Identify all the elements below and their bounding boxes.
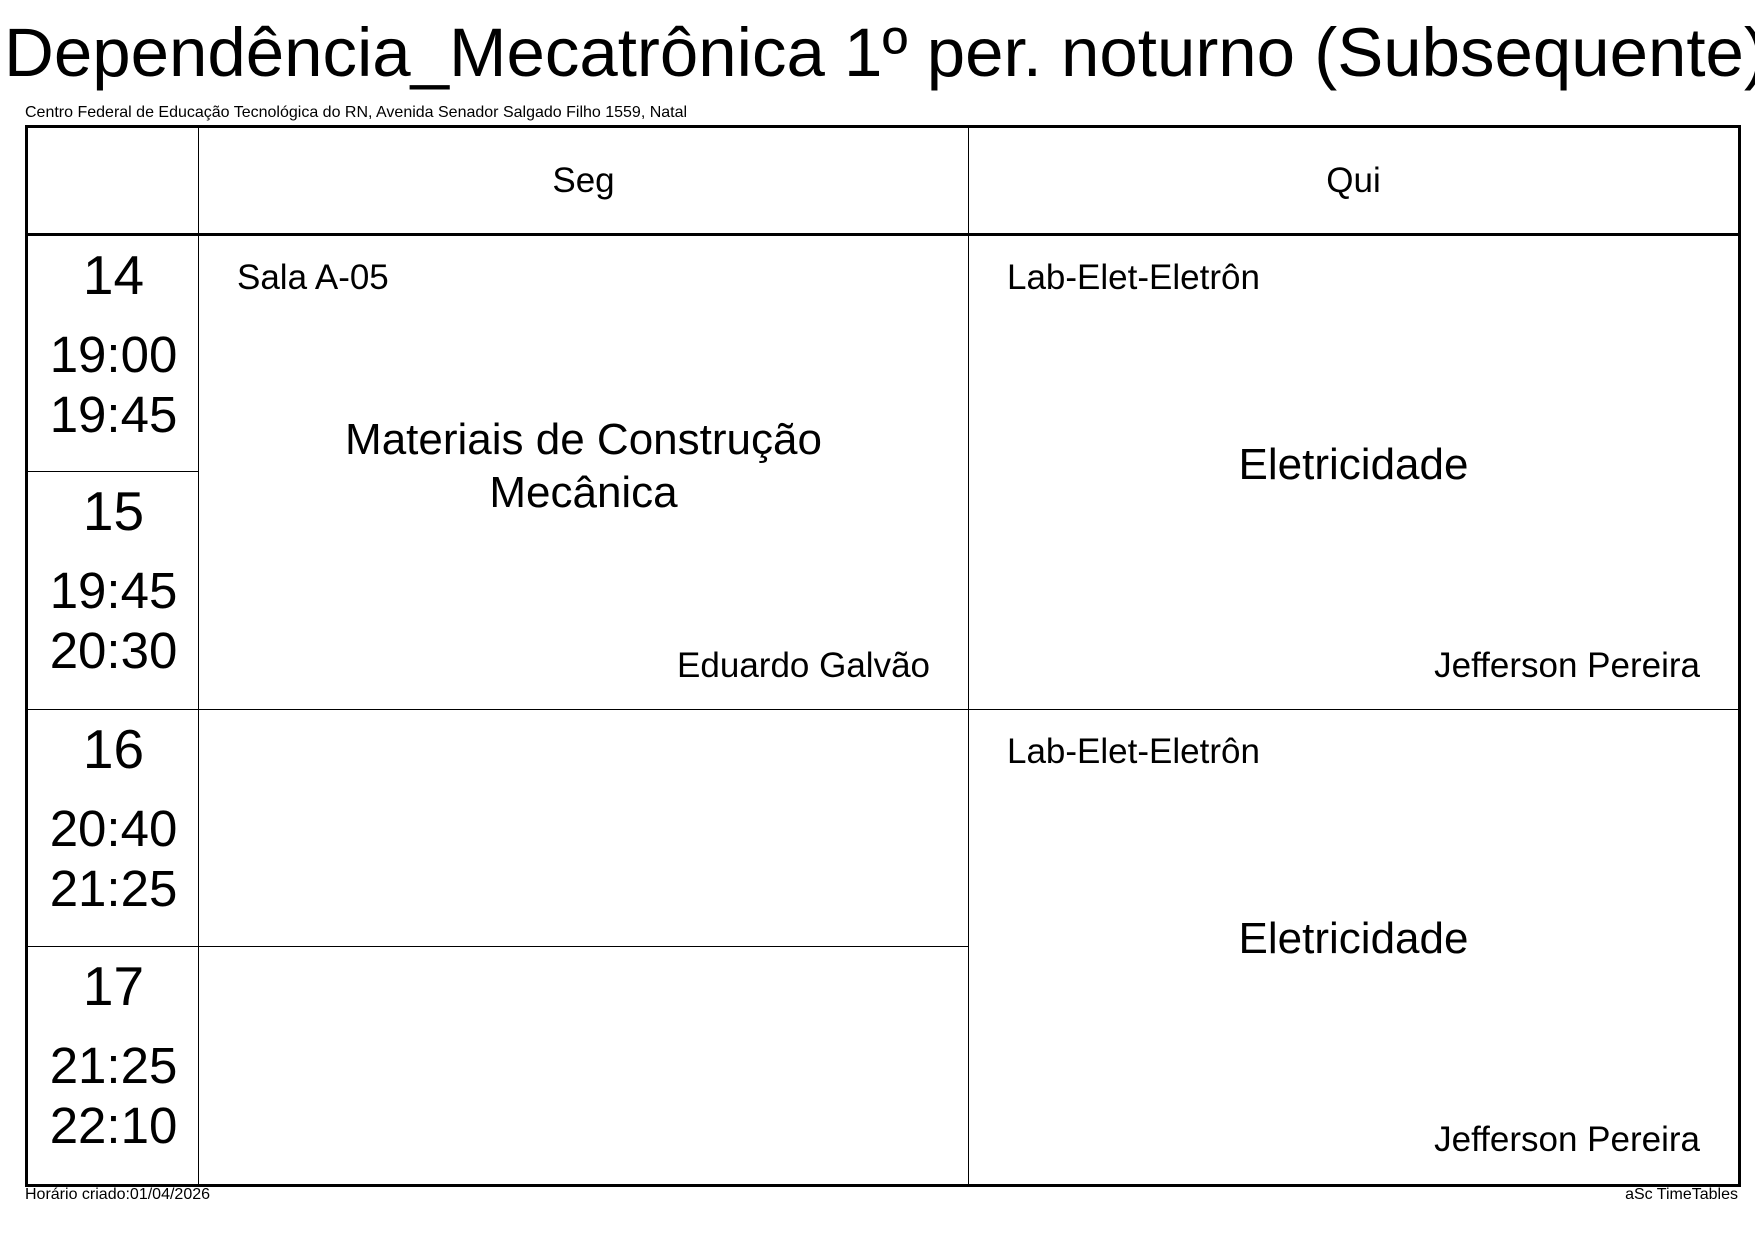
lesson-subject-line: Materiais de Construção [345,415,822,464]
lesson-room: Sala A-05 [237,258,389,297]
period-number: 14 [82,244,145,306]
period-17: 17 21:25 22:10 [28,947,199,1156]
period-number: 16 [82,718,145,780]
time-column-divider [198,128,199,1184]
row-divider [28,709,1738,710]
period-15: 15 19:45 20:30 [28,472,199,681]
row-divider [28,471,198,472]
period-end: 20:30 [49,622,178,679]
period-start: 21:25 [49,1037,178,1094]
day-column-divider [968,128,969,1184]
lesson-card[interactable]: Lab-Elet-Eletrôn Eletricidade Jefferson … [969,710,1738,1184]
lesson-subject: Eletricidade [1238,440,1469,489]
lesson-card[interactable]: Lab-Elet-Eletrôn Eletricidade Jefferson … [969,236,1738,709]
lesson-subject-line: Mecânica [489,468,678,517]
period-end: 19:45 [49,386,178,443]
lesson-subject: Eletricidade [1238,914,1469,963]
period-start: 19:45 [49,562,178,619]
period-number: 15 [82,480,145,542]
period-start: 20:40 [49,800,178,857]
period-end: 22:10 [49,1097,178,1154]
created-date: Horário criado:01/04/2026 [25,1186,211,1203]
page-title: Dependência_Mecatrônica 1º per. noturno … [4,14,1755,91]
period-number: 17 [82,955,145,1017]
lesson-teacher: Jefferson Pereira [1434,646,1700,685]
day-header-qui: Qui [1326,160,1381,200]
lesson-teacher: Eduardo Galvão [677,646,930,685]
school-address: Centro Federal de Educação Tecnológica d… [25,104,688,121]
lesson-card[interactable]: Sala A-05 Materiais de Construção Mecâni… [199,236,968,709]
lesson-teacher: Jefferson Pereira [1434,1120,1700,1159]
header-divider [28,233,1738,236]
lesson-room: Lab-Elet-Eletrôn [1007,258,1260,297]
brand-label: aSc TimeTables [1625,1186,1738,1203]
period-14: 14 19:00 19:45 [28,236,199,445]
day-header-seg: Seg [552,160,615,200]
period-start: 19:00 [49,326,178,383]
lesson-subject: Materiais de Construção Mecânica [199,413,968,519]
period-16: 16 20:40 21:25 [28,710,199,919]
lesson-room: Lab-Elet-Eletrôn [1007,732,1260,771]
timetable-grid: Seg Qui 14 19:00 19:45 15 19:45 20:30 16… [25,125,1741,1187]
period-end: 21:25 [49,860,178,917]
row-divider [28,946,969,947]
